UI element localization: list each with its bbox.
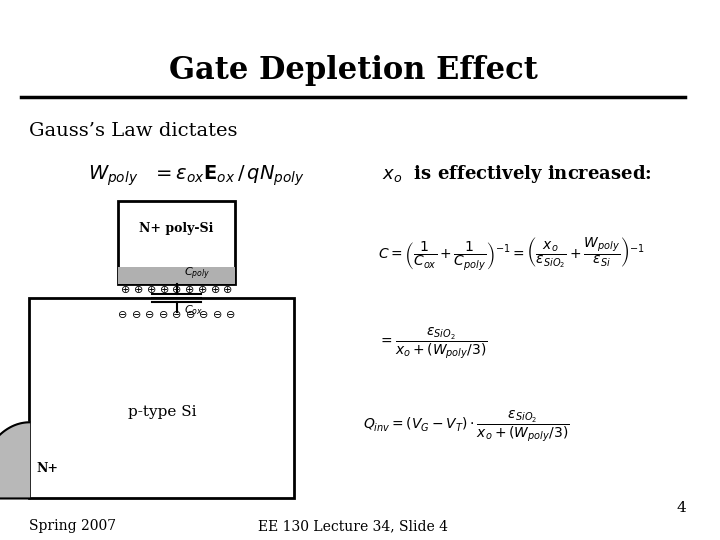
Text: $W_{poly}$: $W_{poly}$: [89, 164, 138, 188]
Text: $\ominus$: $\ominus$: [212, 309, 222, 320]
Text: p-type Si: p-type Si: [127, 405, 196, 419]
Text: $x_o$  is effectively increased:: $x_o$ is effectively increased:: [382, 164, 652, 185]
Text: $\ominus$: $\ominus$: [171, 309, 181, 320]
Text: $= \dfrac{\varepsilon_{SiO_2}}{x_o + (W_{poly}/3)}$: $= \dfrac{\varepsilon_{SiO_2}}{x_o + (W_…: [377, 326, 487, 361]
Text: $\oplus$: $\oplus$: [133, 284, 143, 295]
Text: $\ominus$: $\ominus$: [198, 309, 209, 320]
Text: $\ominus$: $\ominus$: [158, 309, 168, 320]
Text: EE 130 Lecture 34, Slide 4: EE 130 Lecture 34, Slide 4: [258, 519, 448, 533]
Bar: [117, 201, 235, 284]
Text: $\oplus$: $\oplus$: [171, 284, 181, 295]
Text: 4: 4: [677, 501, 686, 515]
Text: Gauss’s Law dictates: Gauss’s Law dictates: [30, 122, 238, 140]
Text: Gate Depletion Effect: Gate Depletion Effect: [168, 56, 537, 86]
Text: Spring 2007: Spring 2007: [30, 519, 117, 533]
Text: $C = \left(\dfrac{1}{C_{ox}}+\dfrac{1}{C_{poly}}\right)^{-1}$$= \left(\dfrac{x_o: $C = \left(\dfrac{1}{C_{ox}}+\dfrac{1}{C…: [377, 235, 644, 273]
Text: N+ poly-Si: N+ poly-Si: [139, 222, 214, 235]
Text: $Q_{inv} = (V_G - V_T)\cdot\dfrac{\varepsilon_{SiO_2}}{x_o + (W_{poly}/3)}$: $Q_{inv} = (V_G - V_T)\cdot\dfrac{\varep…: [363, 408, 570, 444]
Text: $\ominus$: $\ominus$: [131, 309, 141, 320]
Bar: [117, 267, 235, 284]
Text: $= \varepsilon_{ox}\mathbf{E}_{ox} \,/\, qN_{poly}$: $= \varepsilon_{ox}\mathbf{E}_{ox} \,/\,…: [152, 164, 305, 188]
Text: $\oplus$: $\oplus$: [197, 284, 207, 295]
Text: $\ominus$: $\ominus$: [225, 309, 235, 320]
Text: $\ominus$: $\ominus$: [145, 309, 155, 320]
Text: $\oplus$: $\oplus$: [210, 284, 220, 295]
Text: N+: N+: [36, 462, 58, 475]
Bar: [30, 298, 294, 498]
Text: $\ominus$: $\ominus$: [185, 309, 195, 320]
Text: $\oplus$: $\oplus$: [120, 284, 130, 295]
Polygon shape: [0, 422, 30, 498]
Text: $\oplus$: $\oplus$: [222, 284, 233, 295]
Text: $\oplus$: $\oplus$: [158, 284, 169, 295]
Text: $\ominus$: $\ominus$: [117, 309, 127, 320]
Text: $\oplus$: $\oplus$: [146, 284, 156, 295]
Text: $\oplus$: $\oplus$: [184, 284, 194, 295]
Text: $C_{ox}$: $C_{ox}$: [184, 303, 204, 317]
Text: $C_{poly}$: $C_{poly}$: [184, 266, 211, 282]
